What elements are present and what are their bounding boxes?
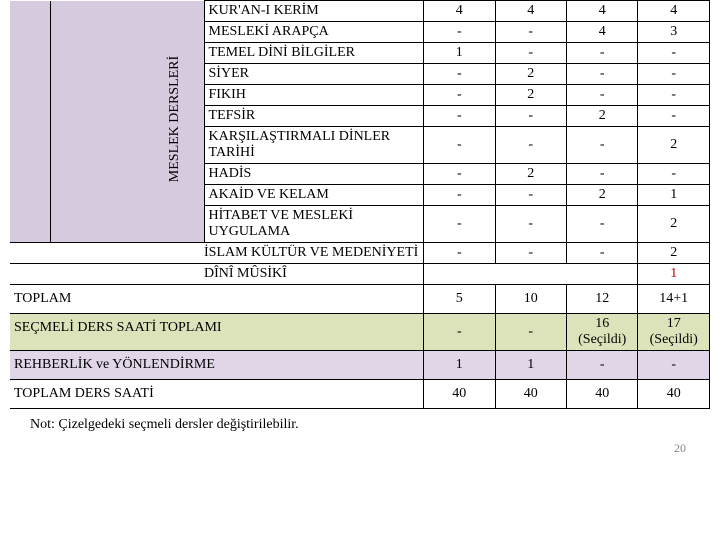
value-cell: -	[424, 185, 495, 206]
summary-label: SEÇMELİ DERS SAATİ TOPLAMI	[10, 314, 424, 351]
value-cell: 1	[638, 185, 710, 206]
value-cell: 5	[424, 285, 495, 314]
value-cell: 4	[495, 1, 566, 22]
value-cell: -	[567, 206, 638, 243]
note-text: Not: Çizelgedeki seçmeli dersler değişti…	[10, 409, 710, 441]
course-name: MESLEKİ ARAPÇA	[204, 22, 424, 43]
value-cell: 14+1	[638, 285, 710, 314]
value-cell: -	[495, 206, 566, 243]
course-name: SİYER	[204, 64, 424, 85]
course-name: FIKIH	[204, 85, 424, 106]
value-cell: 4	[567, 1, 638, 22]
course-name: TEFSİR	[204, 106, 424, 127]
value-cell: -	[424, 314, 495, 351]
value-cell: -	[424, 85, 495, 106]
value-cell: -	[495, 127, 566, 164]
value-cell: -	[495, 43, 566, 64]
value-cell: 1	[424, 43, 495, 64]
value-cell	[424, 264, 638, 285]
value-cell: 40	[424, 380, 495, 409]
value-cell: -	[567, 243, 638, 264]
page-number: 20	[10, 441, 710, 456]
value-cell: -	[424, 64, 495, 85]
value-cell: -	[567, 164, 638, 185]
value-cell: 2	[495, 85, 566, 106]
section-header-blank	[10, 1, 51, 243]
course-name: HİTABET VE MESLEKİ UYGULAMA	[204, 206, 424, 243]
course-name: TEMEL DİNİ BİLGİLER	[204, 43, 424, 64]
value-cell: 3	[638, 22, 710, 43]
value-cell: 40	[495, 380, 566, 409]
course-name: AKAİD VE KELAM	[204, 185, 424, 206]
value-cell: -	[638, 85, 710, 106]
summary-label: TOPLAM	[10, 285, 424, 314]
value-cell: -	[424, 206, 495, 243]
value-cell: -	[638, 164, 710, 185]
value-cell: 17 (Seçildi)	[638, 314, 710, 351]
value-cell: -	[424, 164, 495, 185]
value-cell: -	[495, 185, 566, 206]
value-cell: -	[638, 351, 710, 380]
value-cell: -	[567, 85, 638, 106]
value-cell: 2	[495, 164, 566, 185]
section-header-vertical: MESLEK DERSLERİ	[51, 1, 204, 243]
curriculum-table: MESLEK DERSLERİKUR'AN-I KERİM4444MESLEKİ…	[10, 0, 710, 409]
section-label: MESLEK DERSLERİ	[167, 9, 183, 229]
summary-label: TOPLAM DERS SAATİ	[10, 380, 424, 409]
value-cell: -	[495, 243, 566, 264]
value-cell: 10	[495, 285, 566, 314]
value-cell: -	[567, 43, 638, 64]
value-cell: -	[495, 314, 566, 351]
course-name: KARŞILAŞTIRMALI DİNLER TARİHİ	[204, 127, 424, 164]
value-cell: -	[638, 106, 710, 127]
value-cell: 16 (Seçildi)	[567, 314, 638, 351]
value-cell: 40	[638, 380, 710, 409]
value-cell: -	[424, 243, 495, 264]
summary-label: REHBERLİK ve YÖNLENDİRME	[10, 351, 424, 380]
value-cell: -	[567, 127, 638, 164]
value-cell: 1	[638, 264, 710, 285]
value-cell: 1	[424, 351, 495, 380]
value-cell: 1	[495, 351, 566, 380]
value-cell: 4	[638, 1, 710, 22]
value-cell: -	[424, 127, 495, 164]
extra-course-name: DÎNÎ MÛSİKÎ	[10, 264, 424, 285]
value-cell: -	[638, 43, 710, 64]
value-cell: -	[495, 106, 566, 127]
extra-course-name: İSLAM KÜLTÜR VE MEDENİYETİ	[10, 243, 424, 264]
value-cell: -	[567, 64, 638, 85]
value-cell: 40	[567, 380, 638, 409]
value-cell: -	[567, 351, 638, 380]
value-cell: 2	[638, 243, 710, 264]
value-cell: 4	[567, 22, 638, 43]
value-cell: 2	[567, 185, 638, 206]
value-cell: -	[424, 106, 495, 127]
value-cell: 2	[567, 106, 638, 127]
course-name: HADİS	[204, 164, 424, 185]
value-cell: -	[638, 64, 710, 85]
value-cell: -	[495, 22, 566, 43]
value-cell: -	[424, 22, 495, 43]
value-cell: 12	[567, 285, 638, 314]
value-cell: 4	[424, 1, 495, 22]
value-cell: 2	[638, 127, 710, 164]
value-cell: 2	[638, 206, 710, 243]
value-cell: 2	[495, 64, 566, 85]
course-name: KUR'AN-I KERİM	[204, 1, 424, 22]
